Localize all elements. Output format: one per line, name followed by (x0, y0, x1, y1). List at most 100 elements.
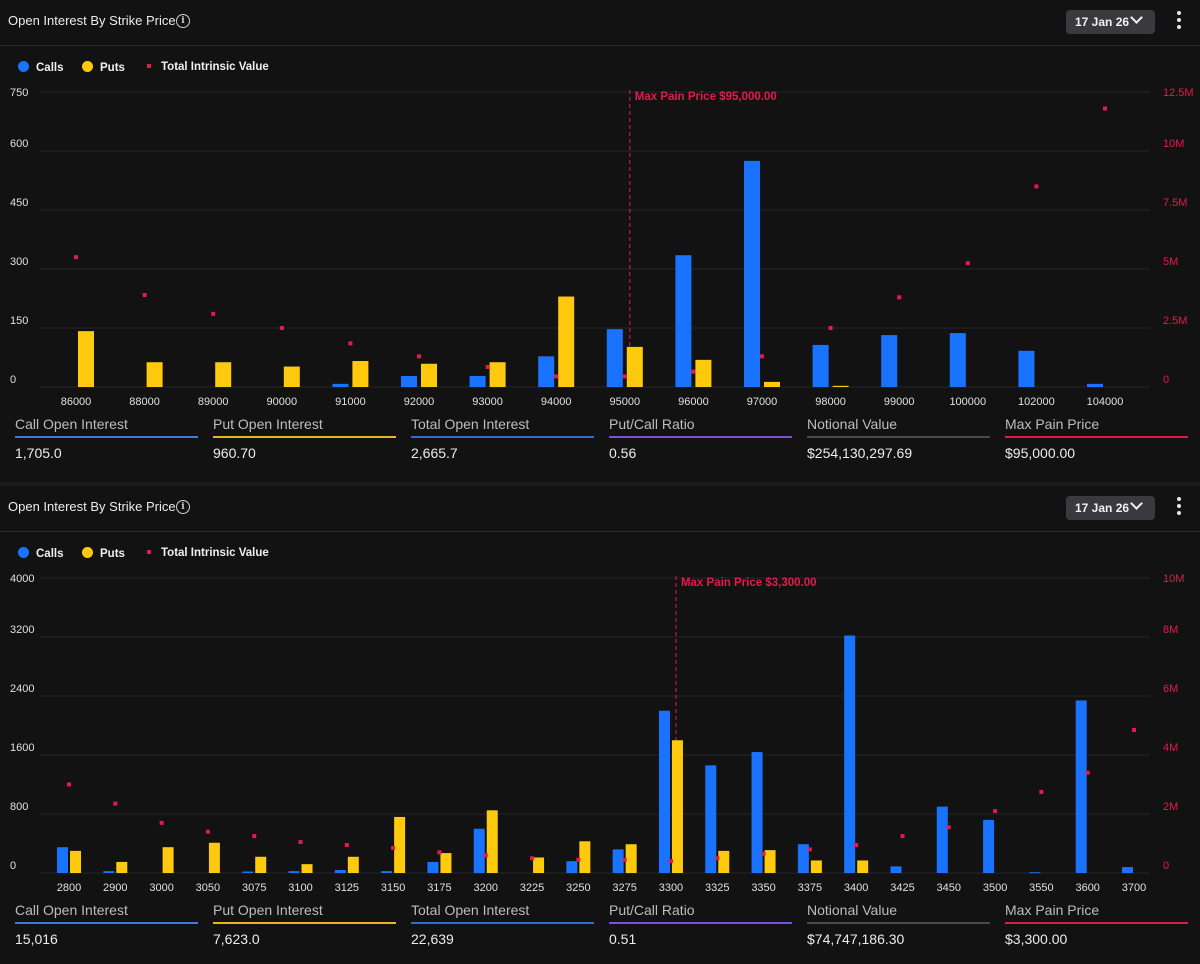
intrinsic-value-point[interactable] (1103, 106, 1107, 111)
intrinsic-value-point[interactable] (576, 857, 581, 862)
puts-bar[interactable] (533, 857, 545, 873)
intrinsic-value-point[interactable] (391, 845, 396, 850)
calls-bar[interactable] (890, 866, 902, 873)
puts-bar[interactable] (718, 850, 730, 873)
calls-bar[interactable] (1029, 872, 1041, 874)
intrinsic-value-point[interactable] (622, 374, 627, 379)
calls-bar[interactable] (469, 375, 486, 387)
calls-bar[interactable] (566, 861, 578, 873)
puts-bar[interactable] (857, 860, 869, 873)
intrinsic-value-point[interactable] (691, 369, 696, 374)
puts-bar[interactable] (626, 346, 643, 387)
calls-bar[interactable] (1018, 350, 1035, 387)
calls-bar[interactable] (812, 344, 829, 387)
intrinsic-value-point[interactable] (1132, 727, 1136, 732)
calls-bar[interactable] (797, 844, 809, 873)
intrinsic-value-point[interactable] (554, 374, 559, 379)
intrinsic-value-point[interactable] (993, 809, 998, 814)
calls-bar[interactable] (334, 870, 346, 873)
puts-bar[interactable] (579, 841, 591, 873)
puts-bar[interactable] (625, 844, 637, 873)
calls-bar[interactable] (936, 806, 948, 873)
puts-bar[interactable] (489, 362, 506, 387)
puts-bar[interactable] (421, 363, 437, 387)
puts-bar[interactable] (394, 816, 406, 873)
calls-bar[interactable] (1122, 867, 1133, 873)
intrinsic-value-point[interactable] (900, 834, 905, 839)
expiry-date-select[interactable]: 17 Jan 26 (1066, 10, 1155, 34)
intrinsic-value-point[interactable] (530, 856, 535, 861)
intrinsic-value-point[interactable] (159, 820, 164, 825)
intrinsic-value-point[interactable] (1085, 770, 1090, 775)
intrinsic-value-point[interactable] (417, 354, 421, 359)
calls-bar[interactable] (401, 375, 417, 387)
intrinsic-value-point[interactable] (113, 801, 118, 806)
calls-bar[interactable] (473, 828, 485, 873)
puts-bar[interactable] (255, 856, 267, 873)
calls-bar[interactable] (658, 710, 670, 873)
intrinsic-value-point[interactable] (854, 842, 859, 847)
info-icon[interactable]: i (176, 500, 190, 514)
legend-puts[interactable]: Puts (82, 547, 125, 560)
calls-bar[interactable] (332, 383, 349, 387)
legend-intrinsic[interactable]: Total Intrinsic Value (144, 61, 269, 73)
calls-bar[interactable] (242, 871, 254, 873)
intrinsic-value-point[interactable] (279, 326, 284, 330)
intrinsic-value-point[interactable] (485, 364, 490, 369)
legend-puts[interactable]: Puts (82, 61, 125, 74)
calls-bar[interactable] (751, 752, 763, 873)
intrinsic-value-point[interactable] (761, 851, 766, 856)
intrinsic-value-point[interactable] (965, 261, 970, 266)
intrinsic-value-point[interactable] (211, 311, 216, 316)
puts-bar[interactable] (162, 847, 174, 873)
intrinsic-value-point[interactable] (828, 326, 833, 330)
calls-bar[interactable] (427, 861, 439, 873)
intrinsic-value-point[interactable] (142, 292, 147, 297)
calls-bar[interactable] (612, 849, 624, 873)
calls-bar[interactable] (606, 329, 623, 387)
intrinsic-value-point[interactable] (715, 856, 720, 861)
puts-bar[interactable] (208, 842, 220, 873)
intrinsic-value-point[interactable] (344, 842, 349, 847)
puts-bar[interactable] (810, 860, 822, 873)
puts-bar[interactable] (764, 850, 776, 873)
puts-bar[interactable] (832, 385, 849, 387)
calls-bar[interactable] (744, 160, 760, 387)
puts-bar[interactable] (695, 359, 712, 387)
intrinsic-value-point[interactable] (483, 853, 488, 858)
intrinsic-value-point[interactable] (807, 847, 812, 852)
intrinsic-value-point[interactable] (348, 341, 353, 346)
puts-bar[interactable] (70, 850, 81, 873)
puts-bar[interactable] (283, 366, 300, 387)
calls-bar[interactable] (538, 356, 555, 387)
intrinsic-value-point[interactable] (1034, 184, 1039, 189)
puts-bar[interactable] (671, 740, 683, 873)
intrinsic-value-point[interactable] (74, 255, 78, 260)
intrinsic-value-point[interactable] (897, 295, 902, 300)
intrinsic-value-point[interactable] (298, 840, 303, 845)
puts-bar[interactable] (352, 361, 369, 387)
legend-intrinsic[interactable]: Total Intrinsic Value (144, 547, 269, 559)
intrinsic-value-point[interactable] (1039, 789, 1044, 794)
calls-bar[interactable] (57, 847, 68, 873)
calls-bar[interactable] (1087, 383, 1103, 387)
calls-bar[interactable] (103, 871, 115, 873)
puts-bar[interactable] (558, 296, 575, 387)
info-icon[interactable]: i (176, 14, 190, 28)
calls-bar[interactable] (949, 333, 966, 387)
puts-bar[interactable] (440, 853, 452, 873)
puts-bar[interactable] (301, 864, 313, 873)
puts-bar[interactable] (146, 362, 163, 387)
more-options-button[interactable] (1172, 496, 1186, 520)
calls-bar[interactable] (844, 635, 856, 873)
intrinsic-value-point[interactable] (760, 354, 764, 359)
puts-bar[interactable] (764, 381, 780, 387)
puts-bar[interactable] (78, 331, 94, 387)
calls-bar[interactable] (381, 871, 393, 873)
calls-bar[interactable] (881, 335, 898, 387)
intrinsic-value-point[interactable] (252, 834, 257, 839)
puts-bar[interactable] (215, 362, 232, 387)
intrinsic-value-point[interactable] (668, 859, 673, 864)
intrinsic-value-point[interactable] (67, 782, 71, 787)
calls-bar[interactable] (288, 871, 300, 873)
